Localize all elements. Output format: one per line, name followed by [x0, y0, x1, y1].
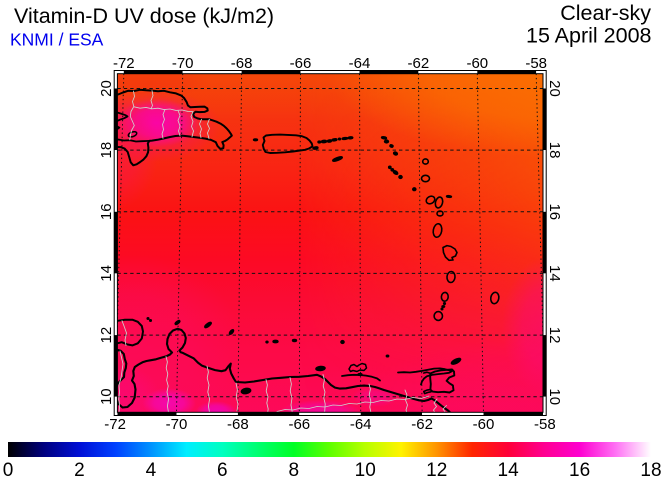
svg-text:18: 18 [640, 460, 661, 480]
svg-text:12: 12 [546, 327, 563, 344]
svg-text:-60: -60 [473, 416, 495, 433]
svg-text:-66: -66 [290, 55, 312, 72]
svg-text:-70: -70 [166, 416, 188, 433]
svg-text:14: 14 [546, 265, 563, 282]
svg-text:8: 8 [289, 460, 300, 480]
svg-text:Vitamin-D UV dose (kJ/m2): Vitamin-D UV dose (kJ/m2) [14, 4, 274, 28]
svg-text:-62: -62 [408, 55, 430, 72]
svg-text:10: 10 [98, 388, 115, 405]
svg-text:-70: -70 [172, 55, 194, 72]
svg-text:-58: -58 [525, 55, 547, 72]
svg-text:18: 18 [98, 142, 115, 159]
svg-text:6: 6 [217, 460, 228, 480]
svg-text:14: 14 [98, 265, 115, 282]
svg-text:14: 14 [498, 460, 520, 480]
svg-text:-66: -66 [288, 416, 310, 433]
svg-text:-72: -72 [104, 416, 126, 433]
svg-text:20: 20 [546, 80, 563, 97]
svg-text:-72: -72 [113, 55, 135, 72]
svg-text:-68: -68 [227, 416, 249, 433]
svg-text:10: 10 [546, 388, 563, 405]
svg-text:18: 18 [546, 142, 563, 159]
svg-text:KNMI / ESA: KNMI / ESA [10, 30, 104, 50]
svg-text:16: 16 [569, 460, 590, 480]
svg-text:12: 12 [98, 327, 115, 344]
svg-text:-68: -68 [231, 55, 253, 72]
svg-text:16: 16 [546, 203, 563, 220]
svg-text:10: 10 [355, 460, 376, 480]
svg-text:-64: -64 [350, 416, 372, 433]
svg-text:15 April 2008: 15 April 2008 [526, 24, 652, 48]
svg-text:-62: -62 [411, 416, 433, 433]
svg-text:-64: -64 [349, 55, 371, 72]
svg-text:Clear-sky: Clear-sky [560, 1, 651, 25]
svg-text:2: 2 [74, 460, 85, 480]
svg-text:-60: -60 [466, 55, 488, 72]
svg-text:12: 12 [426, 460, 447, 480]
svg-text:-58: -58 [534, 416, 556, 433]
svg-text:4: 4 [146, 460, 157, 480]
svg-text:16: 16 [98, 203, 115, 220]
svg-text:20: 20 [98, 80, 115, 97]
svg-text:0: 0 [3, 460, 14, 480]
